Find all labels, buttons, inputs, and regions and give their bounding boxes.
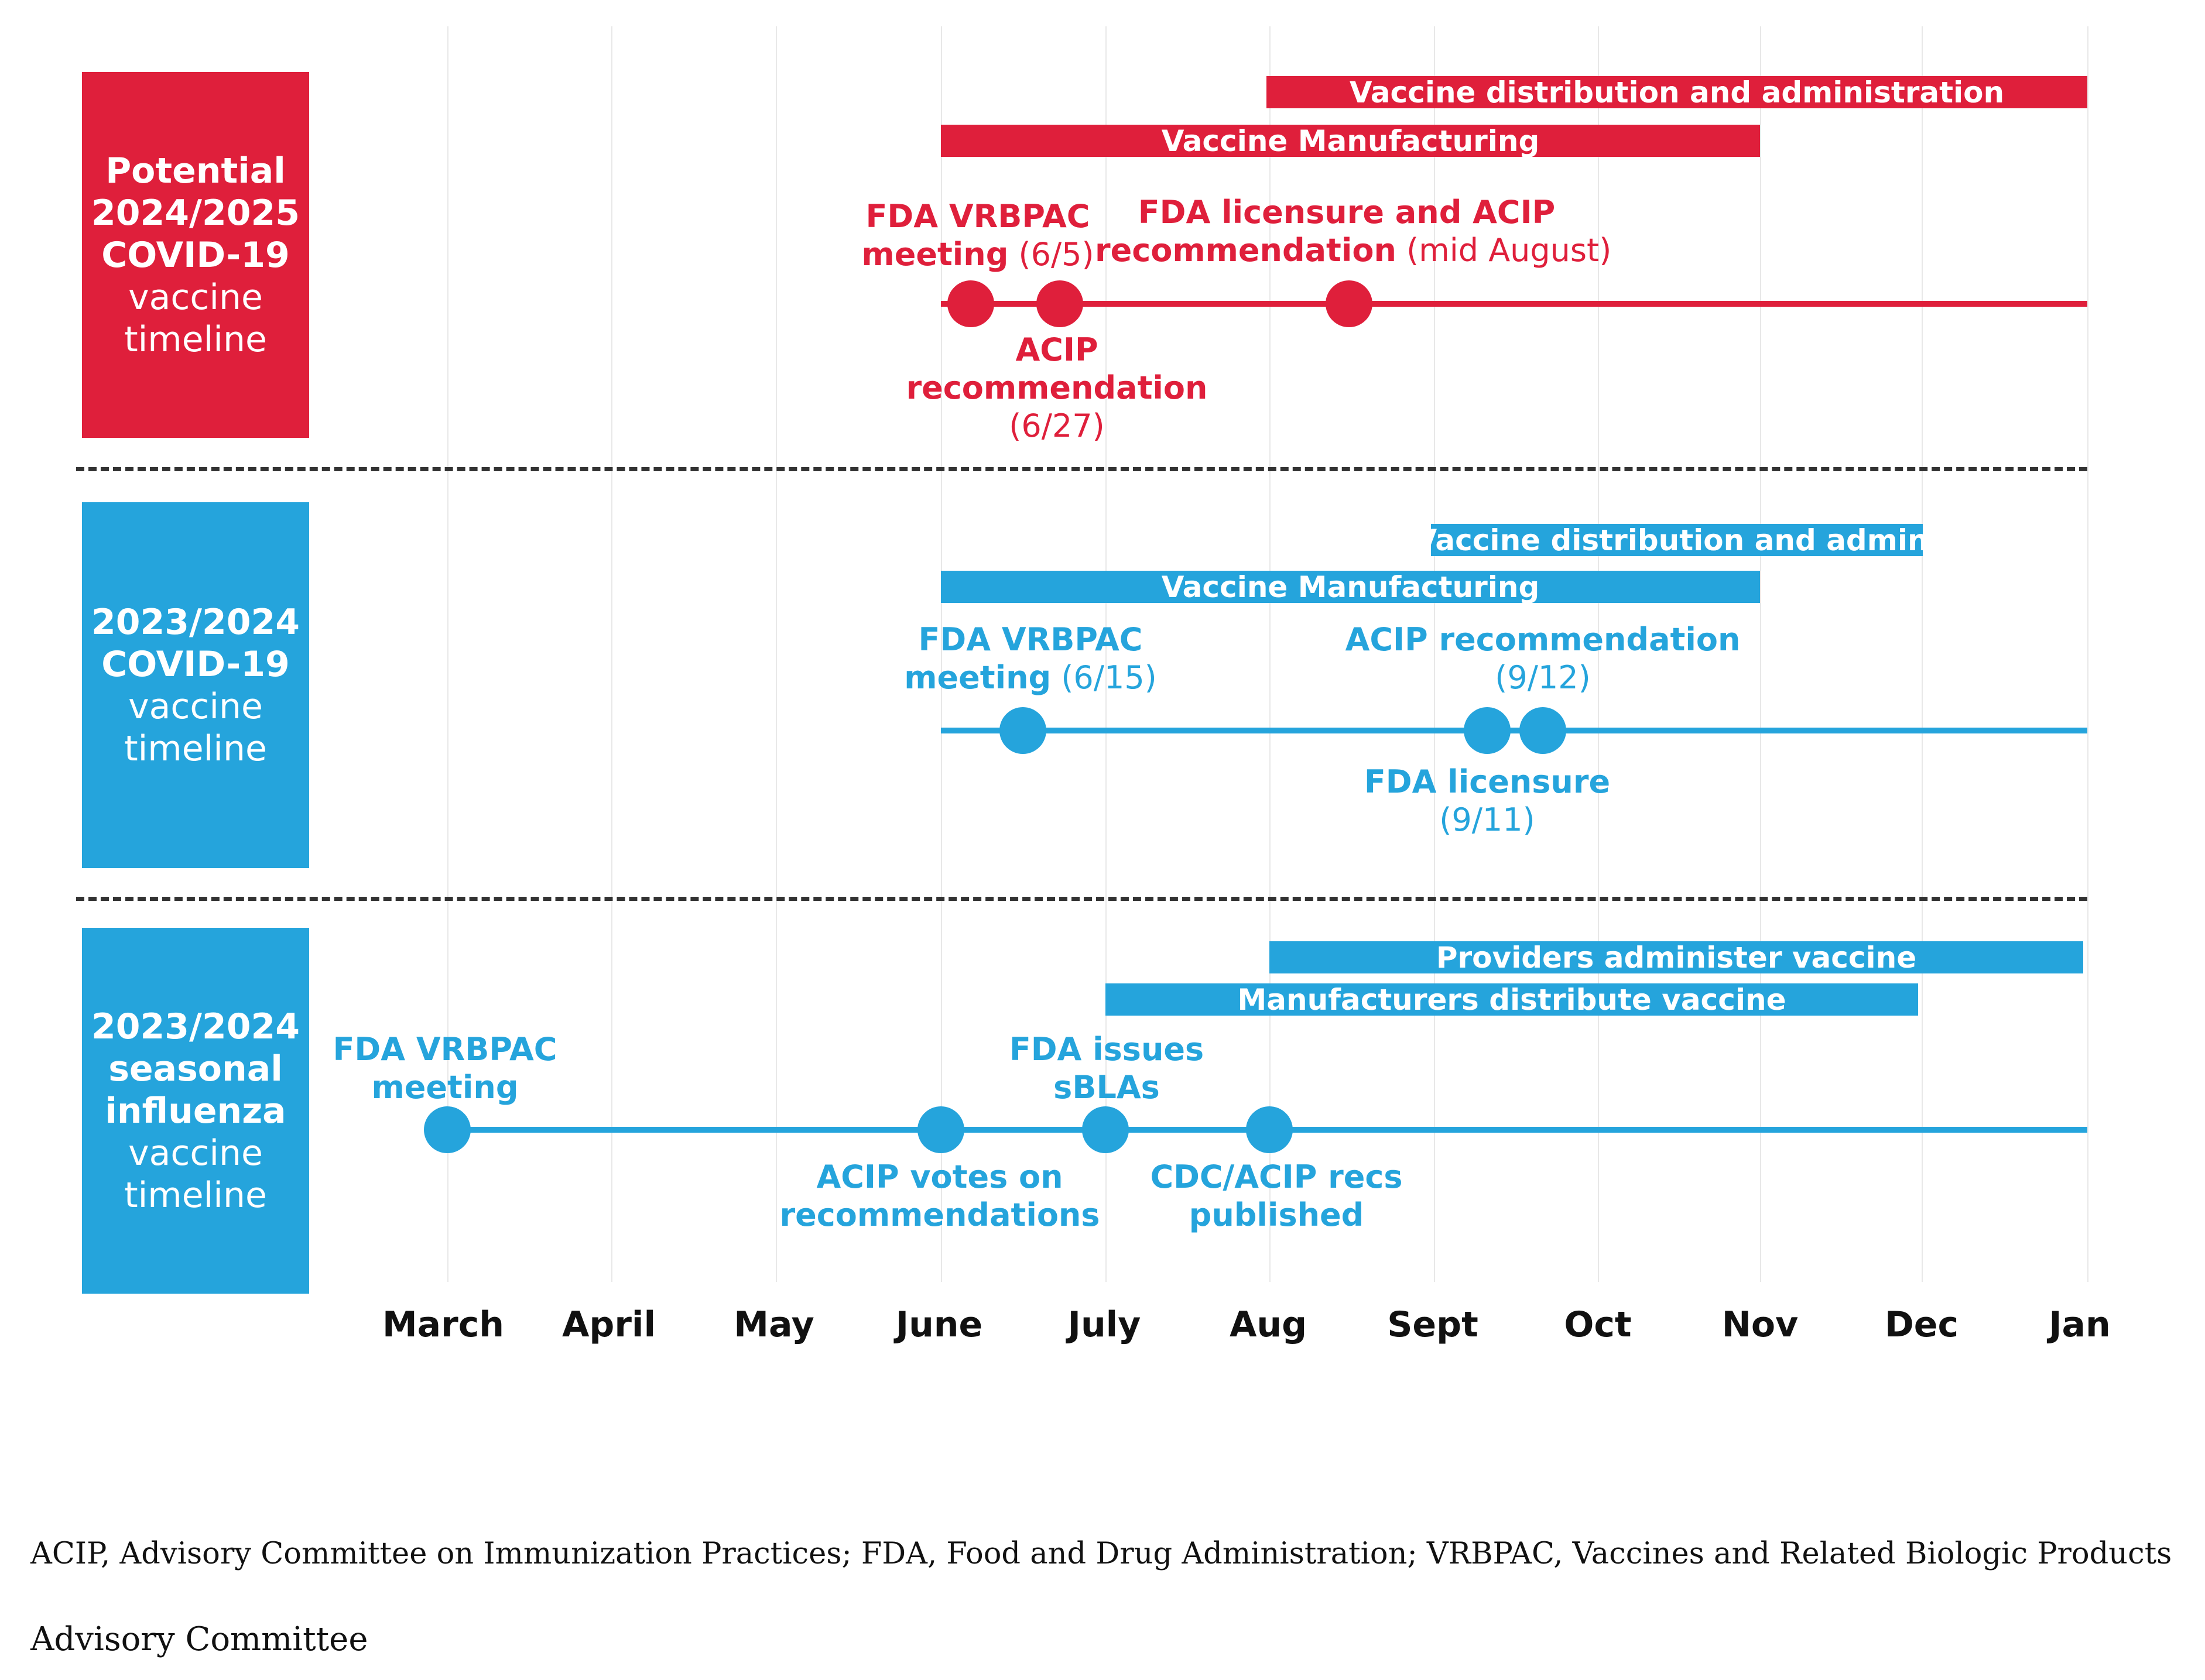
label-line: vaccine <box>128 276 263 318</box>
bar-distribution-2023-covid: Vaccine distribution and admin. <box>1414 523 1940 557</box>
label-line: timeline <box>124 1174 267 1216</box>
section-divider <box>76 897 2087 901</box>
bar-manufacturers-distribute: Manufacturers distribute vaccine <box>1105 983 1918 1017</box>
timeline-line-2024 <box>941 301 2087 307</box>
event-dot-sblas-flu <box>1082 1106 1129 1153</box>
event-label-licensure-2023-covid: FDA licensure (9/11) <box>1364 763 1611 838</box>
month-label: July <box>1067 1304 1141 1345</box>
event-dot-licensure-2023-covid <box>1464 707 1511 754</box>
month-label: June <box>895 1304 983 1345</box>
section-label-2023-2024-flu: 2023/2024 seasonal influenza vaccine tim… <box>82 928 309 1294</box>
event-label-acip-2024: ACIP recommendation (6/27) <box>906 331 1208 444</box>
event-dot-acip-2023-covid <box>1519 707 1566 754</box>
month-label: Sept <box>1387 1304 1478 1345</box>
gridline-aug <box>1269 26 1271 1282</box>
event-dot-licensure-2024 <box>1326 280 1372 327</box>
month-label: March <box>382 1304 505 1345</box>
label-line: influenza <box>105 1090 286 1132</box>
bar-providers-administer: Providers administer vaccine <box>1269 941 2083 975</box>
event-label-licensure-2024: FDA licensure and ACIP recommendation (m… <box>1095 194 1612 269</box>
footnote-line: ACIP, Advisory Committee on Immunization… <box>30 1537 2172 1571</box>
event-dot-vrbpac-2023-covid <box>999 707 1046 754</box>
gridline-may <box>776 26 777 1282</box>
label-line: timeline <box>124 318 267 360</box>
gridline-july <box>1105 26 1107 1282</box>
bar-manufacturing-2024: Vaccine Manufacturing <box>941 124 1760 158</box>
event-label-vrbpac-2023-covid: FDA VRBPAC meeting (6/15) <box>904 621 1157 696</box>
event-label-vrbpac-2024: FDA VRBPAC meeting (6/5) <box>861 198 1094 273</box>
label-line: timeline <box>124 728 267 769</box>
section-label-2023-2024-covid: 2023/2024 COVID-19 vaccine timeline <box>82 502 309 868</box>
section-label-2024-2025: Potential 2024/2025 COVID-19 vaccine tim… <box>82 72 309 438</box>
section-divider <box>76 467 2087 471</box>
event-dot-vrbpac-flu <box>424 1106 471 1153</box>
gridline-jan <box>2087 26 2088 1282</box>
label-line: COVID-19 <box>101 643 290 685</box>
event-label-acip-2023-covid: ACIP recommendation (9/12) <box>1345 621 1741 696</box>
label-line: COVID-19 <box>101 234 290 276</box>
month-label: April <box>561 1304 656 1345</box>
gridline-june <box>941 26 942 1282</box>
label-line: 2023/2024 <box>91 1006 300 1047</box>
label-line: 2024/2025 <box>91 192 300 234</box>
timeline-line-2023-covid <box>941 728 2087 733</box>
month-label: May <box>734 1304 814 1345</box>
event-label-acip-votes-flu: ACIP votes on recommendations <box>779 1158 1100 1233</box>
gridline-dec <box>1922 26 1923 1282</box>
event-label-vrbpac-flu: FDA VRBPAC meeting <box>333 1031 557 1106</box>
bar-distribution-2024: Vaccine distribution and administration <box>1266 76 2087 109</box>
label-line: seasonal <box>108 1048 283 1089</box>
event-dot-acip-votes-flu <box>917 1106 964 1153</box>
gridline-march <box>447 26 448 1282</box>
gridline-oct <box>1598 26 1599 1282</box>
footnote-line: Advisory Committee <box>30 1620 368 1658</box>
label-line: Potential <box>105 150 286 191</box>
label-line: vaccine <box>128 1132 263 1174</box>
label-line: vaccine <box>128 685 263 727</box>
event-label-cdc-recs-flu: CDC/ACIP recs published <box>1150 1158 1403 1233</box>
event-dot-vrbpac-2024 <box>947 280 994 327</box>
bar-manufacturing-2023-covid: Vaccine Manufacturing <box>941 570 1760 604</box>
month-label: Jan <box>2049 1304 2111 1345</box>
month-label: Dec <box>1884 1304 1959 1345</box>
gridline-april <box>611 26 612 1282</box>
month-label: Aug <box>1229 1304 1307 1345</box>
gridline-sept <box>1434 26 1435 1282</box>
month-label: Nov <box>1721 1304 1799 1345</box>
event-dot-cdc-recs-flu <box>1246 1106 1293 1153</box>
label-line: 2023/2024 <box>91 601 300 643</box>
month-label: Oct <box>1564 1304 1632 1345</box>
event-dot-acip-2024 <box>1036 280 1083 327</box>
event-label-sblas-flu: FDA issues sBLAs <box>1009 1031 1204 1106</box>
gridline-nov <box>1760 26 1761 1282</box>
